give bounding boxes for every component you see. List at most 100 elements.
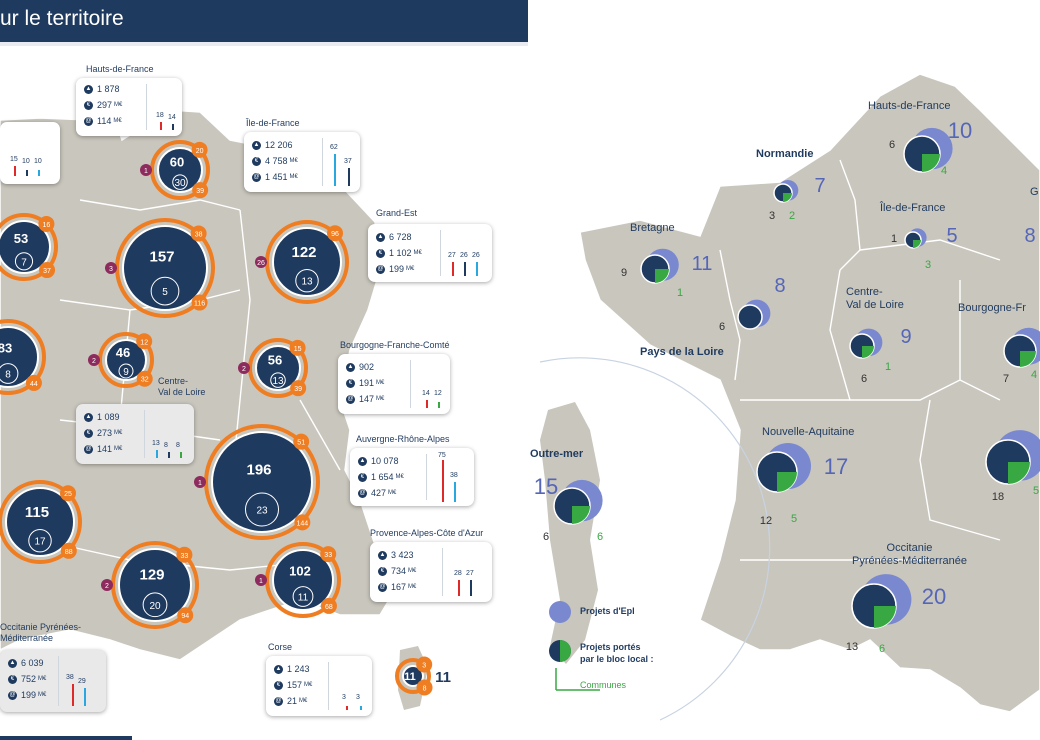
euro-icon: € (346, 378, 355, 388)
bar (168, 452, 170, 458)
bar (348, 168, 350, 186)
bloc-pie-green (783, 193, 792, 202)
bubble-ring (0, 480, 82, 564)
stat-row: €297 M€ (84, 100, 122, 110)
svg-text:33: 33 (324, 552, 332, 559)
divider (322, 138, 323, 186)
page-title: ur le territoire (0, 7, 124, 30)
stat-unit: M€ (114, 102, 123, 108)
epl-count: 9 (900, 326, 911, 348)
stat-value: 1 878 (97, 84, 120, 94)
bar-value: 3 (342, 694, 346, 701)
badge-top (327, 225, 343, 242)
bloc-pie-green (777, 472, 797, 492)
bubble-inner: 8 (5, 370, 11, 381)
bar-value: 3 (356, 694, 360, 701)
bar-value: 37 (344, 158, 352, 165)
stat-value: 141 (97, 444, 113, 454)
pie-na: 17 12 5 (756, 443, 848, 527)
commune-count: 4 (941, 165, 947, 177)
bubble-total: 53 (14, 231, 28, 246)
bloc-pie-green (913, 240, 921, 248)
people-icon: ▲ (274, 664, 283, 674)
stat-value: 191 (359, 378, 375, 388)
bloc-pie-green (922, 154, 940, 172)
globe-icon: @ (378, 582, 387, 592)
badge-left (255, 256, 267, 268)
stat-value: 1 654 (371, 472, 394, 482)
people-icon: ▲ (84, 412, 93, 422)
bubble-inner-ring (245, 492, 279, 527)
stat-row: @147 M€ (346, 394, 384, 404)
bubble-total: 60 (170, 155, 184, 170)
bloc-count: 6 (719, 321, 725, 333)
bar (172, 124, 174, 130)
stat-value: 427 (371, 488, 387, 498)
svg-text:37: 37 (43, 268, 51, 275)
stat-row: @21 M€ (274, 696, 307, 706)
people-icon: ▲ (358, 456, 367, 466)
stat-unit: M€ (38, 692, 47, 698)
people-icon: ▲ (8, 658, 17, 668)
bubble-nor: 53 7 16 37 (0, 213, 58, 281)
region-label: Normandie (756, 148, 814, 160)
pie-ara: 18 5 (985, 430, 1040, 503)
stat-unit: M€ (38, 676, 47, 682)
badge-top (320, 546, 337, 563)
svg-text:20: 20 (196, 148, 204, 155)
bar (454, 482, 456, 502)
stat-value: 6 728 (389, 232, 412, 242)
bloc-count: 6 (889, 139, 895, 151)
badge-left (140, 164, 152, 176)
card-grand-est: ▲ 6 728 €1 102 M€ @199 M€ 27 26 26 (368, 224, 492, 282)
card-title: Occitanie Pyrénées- Méditerranée (0, 622, 82, 643)
bubble-total: 122 (291, 244, 316, 261)
bar (426, 400, 428, 408)
divider (146, 84, 147, 130)
bar-value: 8 (176, 442, 180, 449)
stat-value: 4 758 (265, 156, 288, 166)
globe-icon: @ (346, 394, 355, 404)
euro-icon: € (274, 680, 283, 690)
pie-nor: 7 3 2 (769, 175, 826, 222)
region-label: Centre- Val de Loire (846, 286, 904, 311)
stat-row: €1 654 M€ (358, 472, 404, 482)
bubble-inner-ring (292, 586, 314, 607)
bar (84, 688, 86, 706)
badge-left (101, 579, 113, 591)
stat-value: 297 (97, 100, 113, 110)
pie-cvl: 9 6 1 (849, 326, 912, 385)
card-occitanie: ▲ 6 039 €752 M€ @199 M€ 38 29 (0, 650, 106, 712)
bar-value: 62 (330, 144, 338, 151)
bloc-pie (737, 304, 763, 330)
stat-unit: M€ (304, 682, 313, 688)
bubble-inner: 5 (162, 287, 168, 298)
bubble-na: 115 17 25 88 (0, 480, 82, 564)
bar-value: 27 (466, 570, 474, 577)
stat-unit: M€ (406, 266, 415, 272)
pie-idf: 5 1 3 (891, 225, 958, 271)
divider (426, 454, 427, 500)
bubble-ring (0, 319, 46, 395)
svg-text:2: 2 (92, 358, 96, 365)
stat-row: ▲ 1 878 (84, 84, 120, 94)
card-auvergne-rhone-alpes: ▲ 10 078 €1 654 M€ @427 M€ 75 38 (350, 448, 474, 506)
stat-row: €734 M€ (378, 566, 416, 576)
legend-bloc-pie (549, 640, 571, 662)
stat-value: 10 078 (371, 456, 399, 466)
bubble-inner: 20 (149, 601, 161, 612)
bubble-inner: 17 (34, 537, 46, 548)
epl-count: 20 (922, 584, 946, 609)
bloc-count: 1 (891, 233, 897, 245)
bloc-pie-green (1008, 462, 1030, 484)
bubble-core (105, 339, 147, 381)
stat-unit: M€ (408, 568, 417, 574)
svg-text:3: 3 (422, 662, 426, 669)
commune-count: 5 (1033, 485, 1039, 497)
svg-text:8: 8 (423, 686, 427, 693)
bubble-core (211, 431, 313, 533)
stat-value: 157 (287, 680, 303, 690)
globe-icon: @ (8, 690, 17, 700)
stat-value: 273 (97, 428, 113, 438)
stat-value: 6 039 (21, 658, 44, 668)
